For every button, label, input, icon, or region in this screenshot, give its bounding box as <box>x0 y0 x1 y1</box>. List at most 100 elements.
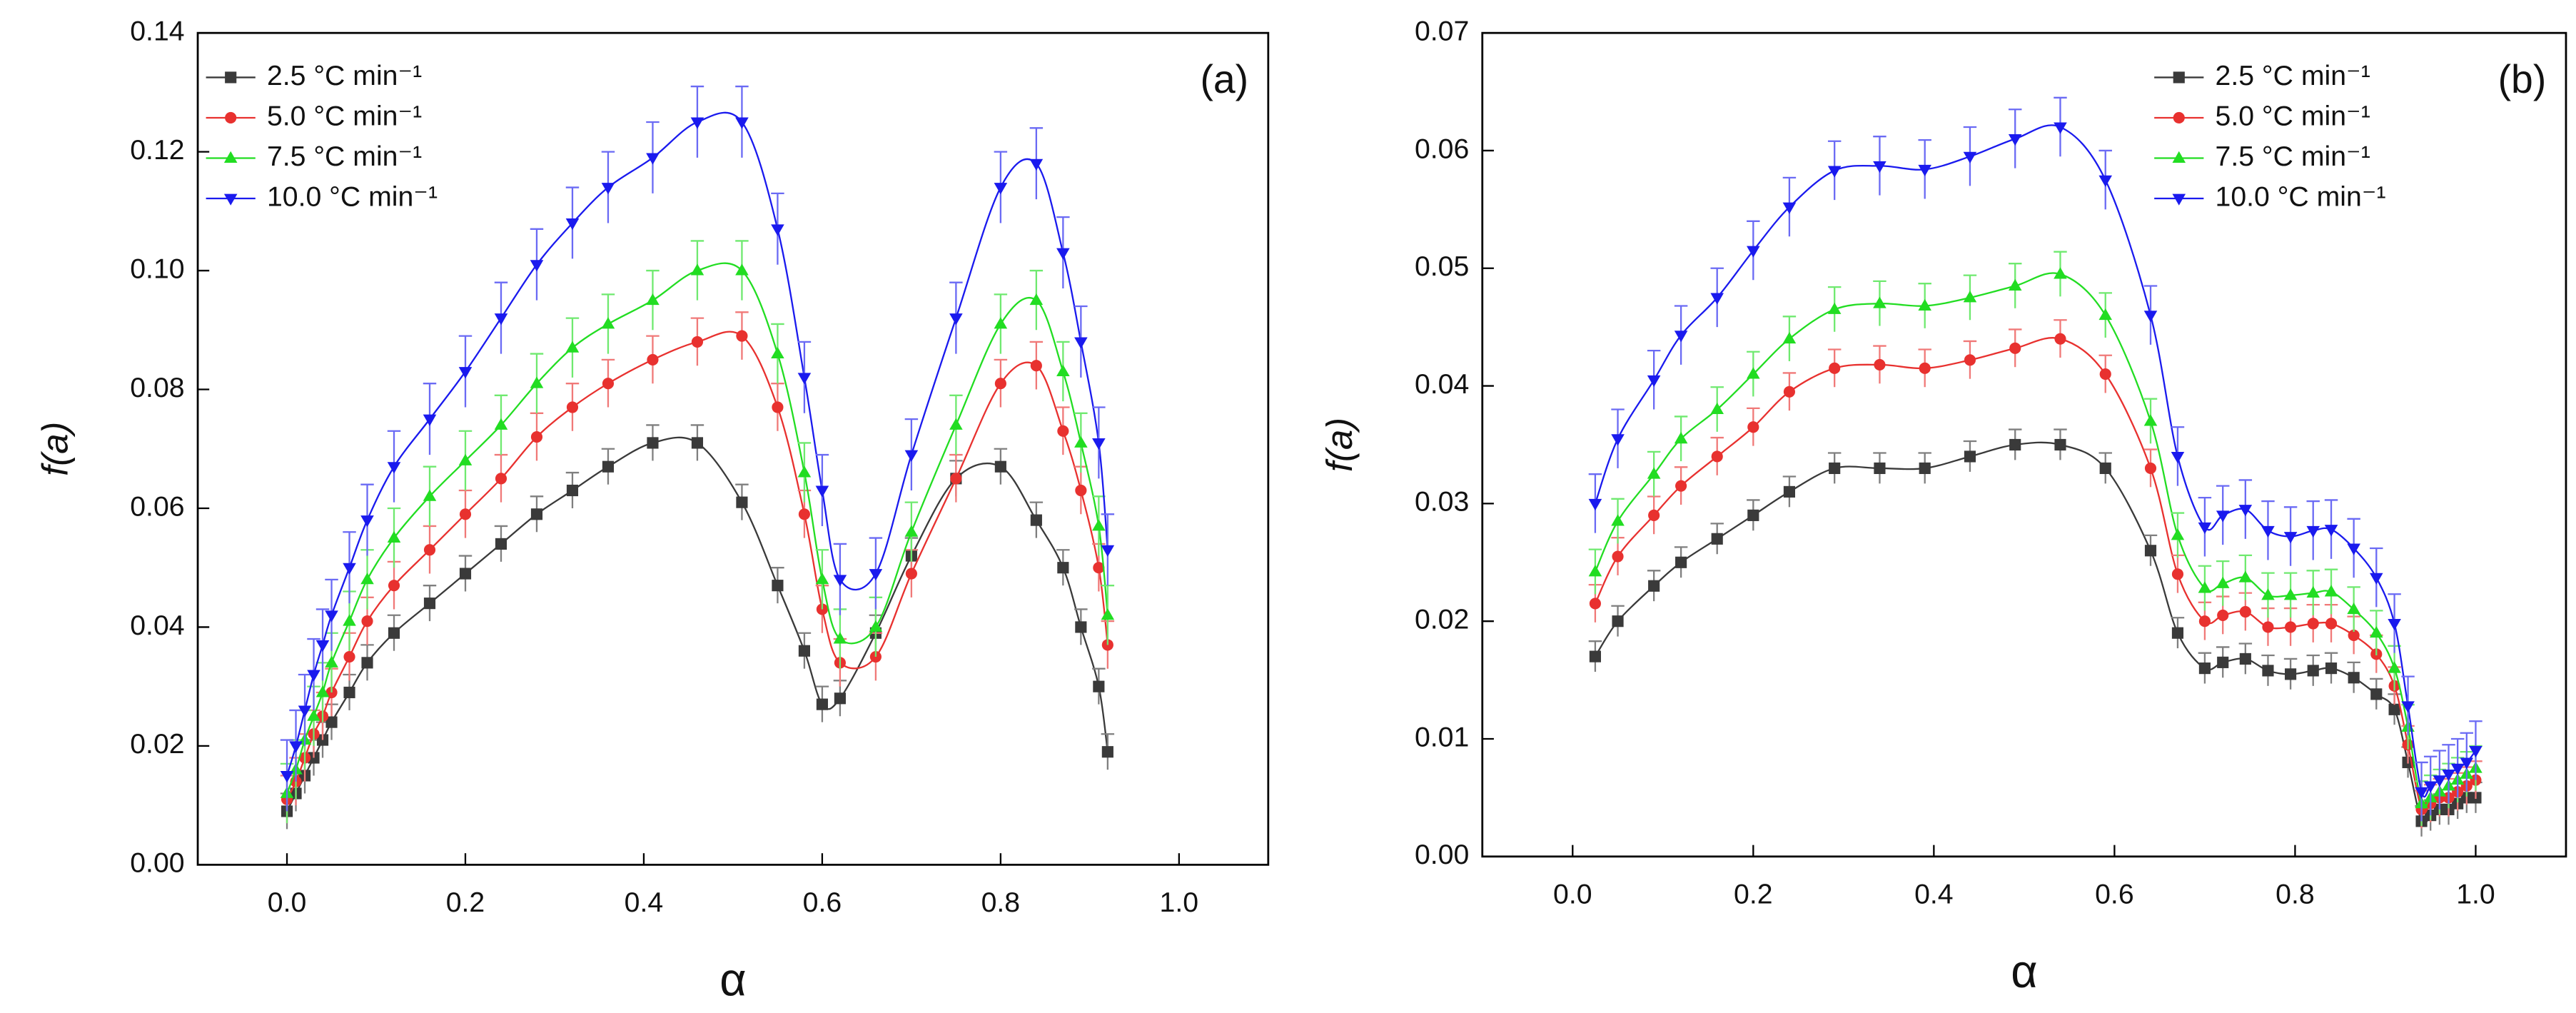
legend-label: 2.5 °C min⁻¹ <box>2216 60 2370 91</box>
marker <box>690 263 704 276</box>
marker <box>223 151 238 163</box>
marker <box>1029 158 1044 171</box>
marker <box>2171 451 2185 464</box>
legend-label: 5.0 °C min⁻¹ <box>2216 100 2370 131</box>
marker <box>1964 354 1976 366</box>
marker <box>387 530 401 543</box>
marker <box>458 367 473 379</box>
marker <box>1710 402 1724 414</box>
marker <box>2347 543 2360 555</box>
plot-frame <box>1481 31 2567 858</box>
marker <box>2173 111 2185 124</box>
marker <box>298 705 312 717</box>
y-tick-label: 0.12 <box>130 134 184 166</box>
marker <box>2239 652 2251 665</box>
marker <box>798 645 810 657</box>
marker <box>2460 757 2474 770</box>
y-tick-label: 0.08 <box>130 372 184 403</box>
marker <box>1747 509 1759 521</box>
marker <box>2325 662 2338 675</box>
marker <box>1919 462 1931 475</box>
y-tick-label: 0.10 <box>130 253 184 284</box>
marker <box>343 650 355 663</box>
marker <box>2008 134 2022 146</box>
marker <box>1711 533 1723 545</box>
marker <box>690 117 704 129</box>
marker <box>771 224 784 236</box>
marker <box>833 632 847 644</box>
marker <box>280 771 294 783</box>
marker <box>601 183 615 195</box>
marker <box>2469 746 2482 758</box>
series-line <box>286 331 1108 800</box>
marker <box>2171 627 2184 639</box>
legend-label: 10.0 °C min⁻¹ <box>2216 181 2386 212</box>
marker <box>2054 438 2066 451</box>
marker <box>1030 514 1042 526</box>
x-tick-label: 0.6 <box>803 887 842 918</box>
marker <box>772 580 784 592</box>
x-tick-label: 0.6 <box>2095 879 2134 910</box>
marker <box>869 650 882 663</box>
marker <box>388 627 400 639</box>
y-tick-label: 0.00 <box>1415 839 1469 870</box>
x-tick-label: 0.4 <box>1914 879 1954 910</box>
marker <box>869 569 883 581</box>
y-axis-label: f(a) <box>34 422 75 476</box>
marker <box>1874 358 1886 371</box>
marker <box>2261 525 2275 538</box>
marker <box>2324 525 2338 537</box>
y-tick-label: 0.02 <box>1415 604 1469 635</box>
x-tick-label: 0.0 <box>268 887 307 918</box>
marker <box>2172 193 2186 206</box>
legend-label: 5.0 °C min⁻¹ <box>267 100 422 131</box>
panel-label: (b) <box>2498 57 2547 101</box>
marker <box>2198 581 2212 593</box>
marker <box>2099 368 2111 380</box>
marker <box>736 496 748 508</box>
series-line <box>1594 124 2477 798</box>
marker <box>797 465 812 478</box>
marker <box>602 460 615 473</box>
marker <box>361 657 373 669</box>
y-tick-label: 0.04 <box>130 610 184 641</box>
marker <box>2171 528 2185 540</box>
marker <box>423 598 436 610</box>
y-tick-label: 0.07 <box>1415 16 1469 47</box>
marker <box>1710 293 1724 305</box>
marker <box>2238 505 2253 517</box>
marker <box>2172 151 2186 163</box>
panel-label: (a) <box>1200 57 1248 101</box>
marker <box>343 563 356 575</box>
y-tick-label: 0.06 <box>130 490 184 522</box>
marker <box>2008 278 2022 291</box>
marker <box>1612 550 1624 563</box>
marker <box>1075 484 1087 497</box>
marker <box>1747 367 1760 379</box>
marker <box>1056 364 1070 377</box>
marker <box>2450 763 2465 775</box>
legend-label: 7.5 °C min⁻¹ <box>267 141 422 172</box>
marker <box>691 437 704 449</box>
marker <box>495 473 507 485</box>
marker <box>308 752 320 764</box>
marker <box>601 317 615 329</box>
marker <box>646 153 660 165</box>
marker <box>2307 618 2319 630</box>
marker <box>423 544 436 556</box>
marker <box>325 610 338 623</box>
marker <box>2401 701 2415 713</box>
marker <box>1647 375 1661 388</box>
y-tick-label: 0.05 <box>1415 251 1469 282</box>
marker <box>459 508 472 520</box>
marker <box>950 473 962 485</box>
marker <box>1612 615 1624 628</box>
marker <box>2238 570 2253 583</box>
marker <box>647 437 659 449</box>
marker <box>423 414 437 426</box>
marker <box>1092 438 1106 450</box>
marker <box>1074 337 1088 349</box>
marker <box>1648 509 1660 521</box>
